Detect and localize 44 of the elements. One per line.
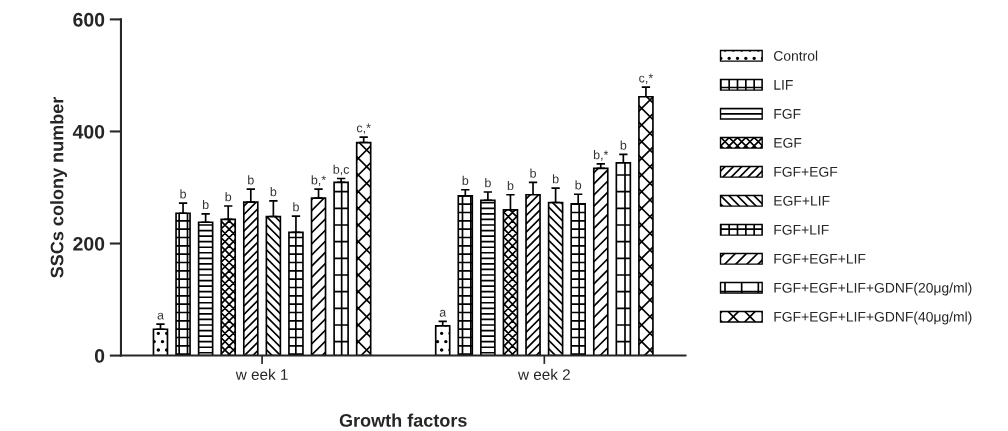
y-tick-label: 200: [73, 236, 105, 251]
legend-label: FGF+EGF: [774, 166, 838, 177]
bar: [355, 141, 372, 356]
data-label: b: [575, 180, 582, 190]
legend-label: FGF+EGF+LIF+GDNF(40μg/ml): [774, 311, 972, 325]
x-tick-label: w eek 1: [235, 368, 288, 380]
data-label: b,c: [333, 164, 350, 176]
data-label: b: [202, 199, 209, 210]
data-label: b: [552, 174, 559, 184]
data-label: b,*: [593, 150, 609, 161]
data-label: b: [462, 175, 469, 186]
legend-label: FGF+EGF+LIF: [774, 253, 866, 264]
data-label: c,*: [356, 123, 371, 134]
y-axis-title: SSCs colony number: [50, 96, 67, 278]
legend-label: EGF: [774, 137, 802, 148]
data-label: b: [485, 178, 491, 188]
x-tick-label: w eek 2: [517, 368, 570, 380]
data-label: a: [157, 312, 164, 320]
data-label: b: [225, 192, 232, 202]
data-label: b,*: [311, 175, 326, 186]
bar: [333, 181, 349, 356]
legend-label: FGF: [774, 108, 801, 119]
legend-label: LIF: [774, 80, 793, 90]
data-label: b: [248, 175, 254, 185]
legend-label: EGF+LIF: [774, 195, 830, 206]
data-label: c,*: [639, 73, 654, 84]
data-label: b: [293, 202, 299, 212]
data-label: b: [507, 180, 514, 191]
bar: [434, 325, 451, 356]
y-tick-label: 400: [72, 124, 105, 139]
data-label: b: [620, 140, 627, 150]
data-label: b: [270, 187, 277, 197]
data-label: a: [439, 309, 447, 317]
data-label: b: [180, 189, 186, 199]
legend-label: Control: [774, 50, 818, 61]
data-label: b: [530, 168, 536, 178]
y-tick-label: 0: [94, 349, 105, 363]
x-axis-title: Growth factors: [339, 413, 467, 427]
legend-label: FGF+LIF: [774, 224, 829, 235]
legend-label: FGF+EGF+LIF+GDNF(20μg/ml): [774, 282, 972, 296]
bar: [152, 328, 169, 356]
bar: [592, 167, 609, 356]
bar: [457, 195, 474, 356]
y-tick-label: 600: [73, 12, 105, 27]
